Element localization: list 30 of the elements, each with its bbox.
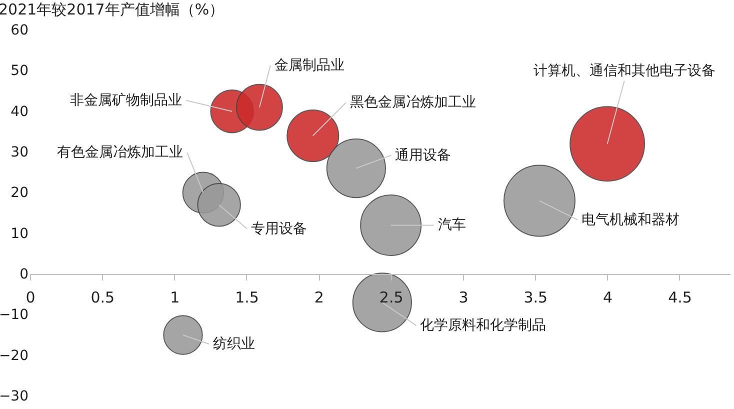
y-tick-label: 40 xyxy=(10,104,28,120)
y-tick-label: 60 xyxy=(10,22,28,38)
x-tick-label: 4.5 xyxy=(668,288,692,306)
x-tick-label: 1 xyxy=(170,288,180,306)
y-tick-label: −10 xyxy=(0,307,28,324)
y-tick-label: 20 xyxy=(10,185,28,202)
series-label: 电气机械和器材 xyxy=(581,212,680,228)
x-tick-label: 2.5 xyxy=(379,288,404,306)
y-tick-label: 50 xyxy=(10,63,28,80)
x-tick-label: 3 xyxy=(458,288,468,306)
text: 计算机、通信和其他电子设备 xyxy=(533,62,716,79)
y-tick-label: 30 xyxy=(10,144,28,160)
x-tick-label: 3.5 xyxy=(524,288,548,306)
x-tick-label: 0.5 xyxy=(90,288,115,306)
series-label: 专用设备 xyxy=(251,220,308,237)
y-tick-label: −30 xyxy=(0,388,28,404)
x-tick-label: 2 xyxy=(314,288,324,306)
y-tick-label: 0 xyxy=(20,266,28,282)
series-label: 通用设备 xyxy=(395,147,452,164)
y-tick-label: −20 xyxy=(0,348,28,364)
text: 非金属矿物制品业 xyxy=(70,92,182,108)
y-tick-label: 10 xyxy=(10,226,28,242)
series-label: 化学原料和化学制品 xyxy=(420,317,546,334)
series-label: 金属制品业 xyxy=(274,57,344,74)
series-label: 黑色金属冶炼加工业 xyxy=(350,94,476,111)
series-label: 有色金属冶炼加工业 xyxy=(57,144,184,161)
x-tick-label: 1.5 xyxy=(235,288,259,306)
series-label: 汽车 xyxy=(438,217,466,234)
x-tick-label: 4 xyxy=(603,288,613,306)
series-label: 纺织业 xyxy=(212,336,255,352)
